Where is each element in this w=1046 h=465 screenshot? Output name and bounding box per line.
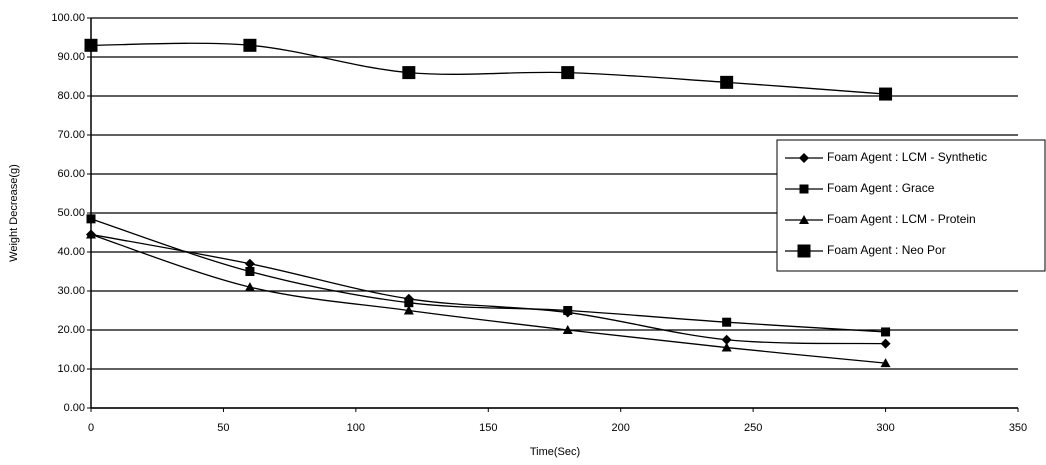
x-tick-label: 200 <box>612 422 630 434</box>
marker <box>244 282 255 292</box>
y-tick-label: 50.00 <box>57 207 85 219</box>
y-tick-label: 60.00 <box>57 168 85 180</box>
y-tick-label: 80.00 <box>57 90 85 102</box>
marker <box>721 334 732 345</box>
marker <box>561 66 575 80</box>
y-tick-label: 70.00 <box>57 129 85 141</box>
legend-box <box>776 139 1046 272</box>
y-tick-label: 0.00 <box>64 402 85 414</box>
marker <box>84 38 98 52</box>
marker <box>563 306 573 315</box>
marker <box>881 327 891 337</box>
series-line <box>90 233 886 364</box>
marker <box>243 38 257 52</box>
marker <box>403 305 414 315</box>
legend-label: Foam Agent : Grace <box>827 181 935 195</box>
legend-label: Foam Agent : LCM - Synthetic <box>827 150 987 164</box>
y-tick-label: 40.00 <box>57 246 85 258</box>
marker <box>86 229 96 239</box>
marker <box>880 358 891 368</box>
marker <box>880 338 891 349</box>
marker <box>404 298 414 308</box>
marker <box>562 325 573 334</box>
y-tick-label: 30.00 <box>57 285 85 297</box>
series-line <box>90 218 886 333</box>
series-line <box>90 233 886 345</box>
marker <box>721 342 732 352</box>
x-tick-label: 350 <box>1009 422 1027 434</box>
marker <box>720 75 734 89</box>
series-line <box>90 42 886 95</box>
legend-label: Foam Agent : LCM - Protein <box>827 212 976 226</box>
marker <box>402 66 416 80</box>
marker <box>797 244 811 258</box>
x-axis-label: Time(Sec) <box>530 446 580 458</box>
x-tick-label: 250 <box>744 422 762 434</box>
x-tick-label: 300 <box>876 422 894 434</box>
y-tick-label: 100.00 <box>51 12 85 24</box>
marker <box>879 87 893 101</box>
marker <box>722 317 732 327</box>
marker <box>86 214 96 224</box>
x-tick-label: 150 <box>479 422 497 434</box>
legend-label: Foam Agent : Neo Por <box>827 243 946 257</box>
marker <box>245 267 255 276</box>
marker <box>244 258 255 269</box>
marker <box>799 184 809 194</box>
y-tick-label: 90.00 <box>57 51 85 63</box>
x-tick-label: 50 <box>217 422 229 434</box>
legend: Foam Agent : LCM - Synthetic Foam Agent :… <box>776 139 1046 272</box>
y-tick-label: 20.00 <box>57 324 85 336</box>
x-tick-label: 100 <box>347 422 365 434</box>
y-axis-label: Weight Decrease(g) <box>8 164 20 262</box>
marker <box>799 215 809 224</box>
y-tick-label: 10.00 <box>57 363 85 375</box>
marker <box>799 153 809 163</box>
x-tick-label: 0 <box>88 422 94 434</box>
